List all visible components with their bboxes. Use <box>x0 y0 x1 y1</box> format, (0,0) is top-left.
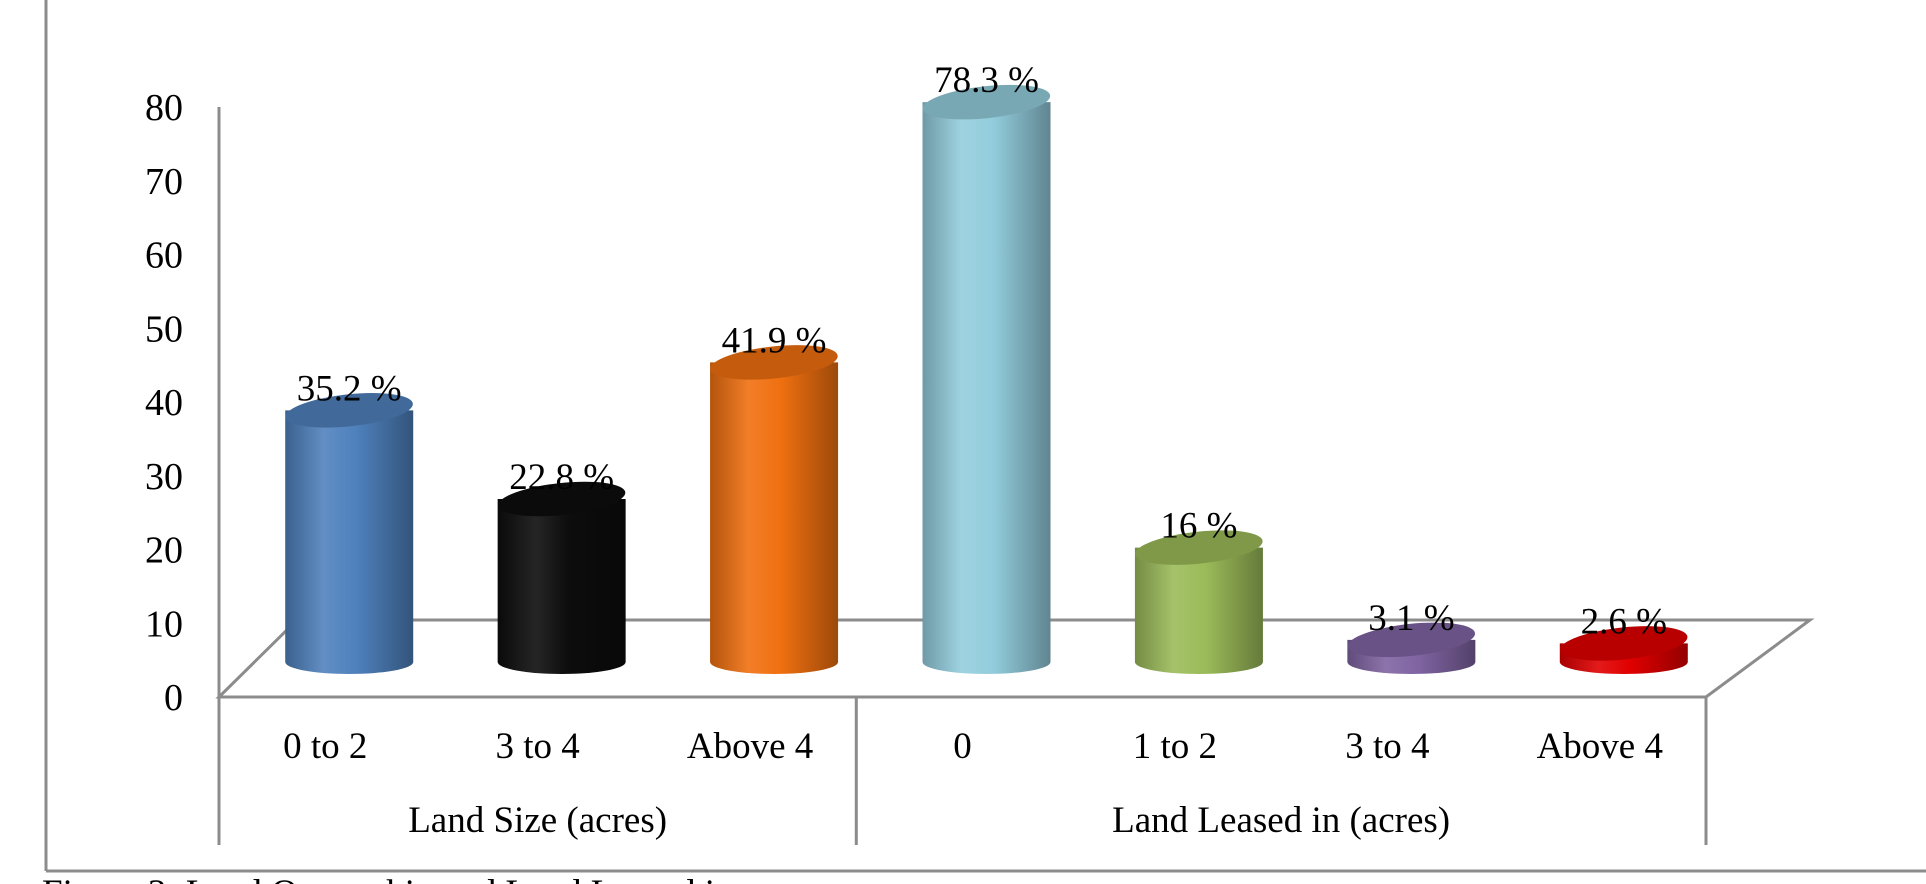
bars: 35.2 % 22.8 % 41.9 % 78.3 % 16 % 3.1 % 2.6 % <box>285 60 1688 674</box>
x-category-label: Above 4 <box>687 726 813 767</box>
bar-0-0: 35.2 % <box>285 368 414 674</box>
y-tick-label: 20 <box>145 530 183 572</box>
data-label: 2.6 % <box>1581 601 1667 642</box>
x-category-label: 1 to 2 <box>1133 726 1217 767</box>
data-label: 22.8 % <box>509 457 614 498</box>
bar-top <box>497 481 626 517</box>
bar-0-1: 22.8 % <box>497 457 626 674</box>
bar-body <box>710 362 839 674</box>
y-tick-label: 0 <box>164 677 183 719</box>
bar-body <box>1134 547 1263 674</box>
data-label: 35.2 % <box>297 368 402 409</box>
bar-1-1: 16 % <box>1134 506 1263 674</box>
y-tick-label: 10 <box>145 603 183 645</box>
chart-floor <box>215 618 1815 699</box>
y-tick-label: 60 <box>145 235 183 277</box>
data-label: 78.3 % <box>934 60 1039 101</box>
bar-top <box>285 393 413 428</box>
bar-top <box>1135 530 1263 565</box>
x-axis: 0 to 2 3 to 4 Above 4 Land Size (acres) 0 1 t… <box>217 697 1708 845</box>
bar-1-3: 2.6 % <box>1559 601 1688 674</box>
bar-1-2: 3.1 % <box>1347 598 1476 674</box>
bar-top <box>710 345 838 380</box>
x-category-label: 3 to 4 <box>496 726 580 767</box>
bar-body <box>285 410 414 674</box>
bar-1-0: 78.3 % <box>922 60 1051 674</box>
data-label: 41.9 % <box>722 320 827 361</box>
x-category-label: 3 to 4 <box>1345 726 1429 767</box>
data-label: 16 % <box>1160 506 1237 547</box>
bar-top <box>1560 626 1688 661</box>
x-group-label: Land Leased in (acres) <box>1112 800 1450 841</box>
y-axis: 0 10 20 30 40 50 60 70 80 <box>145 87 221 719</box>
y-tick-label: 40 <box>145 382 183 424</box>
x-category-label: 0 <box>953 726 972 767</box>
y-tick-label: 70 <box>145 161 183 203</box>
bar-top <box>922 84 1051 120</box>
y-tick-label: 50 <box>145 308 183 350</box>
floor-outline <box>215 618 1815 699</box>
bar-body <box>922 102 1051 674</box>
x-category-label: Above 4 <box>1537 726 1663 767</box>
x-group-label: Land Size (acres) <box>408 800 667 841</box>
data-label: 3.1 % <box>1368 598 1454 639</box>
bar-0-2: 41.9 % <box>710 320 839 674</box>
bar-body <box>497 498 626 674</box>
y-tick-label: 30 <box>145 456 183 498</box>
y-tick-label: 80 <box>145 87 183 129</box>
figure-caption: Figure 3: Land Ownership and Land Leased… <box>42 873 734 884</box>
bar-top <box>1347 622 1476 658</box>
x-category-label: 0 to 2 <box>283 726 367 767</box>
